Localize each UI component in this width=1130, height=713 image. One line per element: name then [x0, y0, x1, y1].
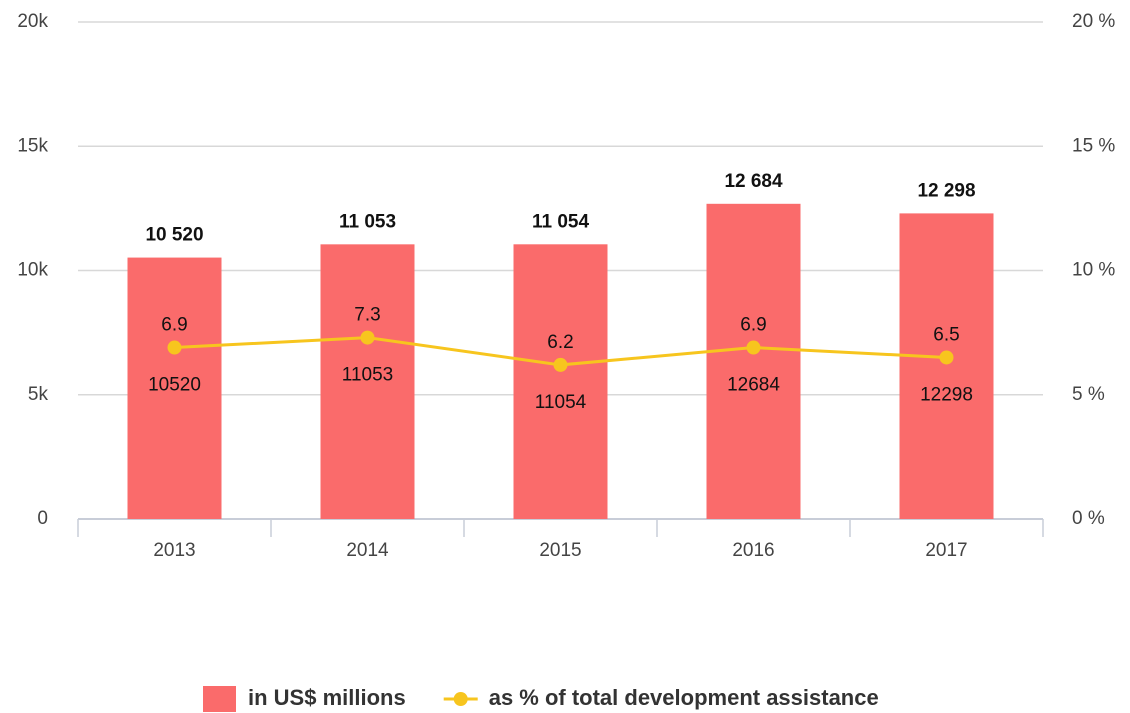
line-value-label: 6.2: [547, 332, 573, 353]
y2-tick-label: 20 %: [1072, 11, 1115, 32]
line-value-label: 7.3: [354, 305, 380, 326]
y-tick-label: 20k: [17, 11, 48, 32]
bar: [706, 203, 801, 519]
bar-inner-label: 12298: [920, 384, 973, 405]
x-tick-label: 2013: [153, 540, 195, 561]
y2-tick-label: 15 %: [1072, 135, 1115, 156]
x-tick-label: 2015: [539, 540, 581, 561]
bar-inner-label: 11053: [342, 365, 393, 386]
line-value-label: 6.9: [740, 315, 766, 336]
line-point: [939, 350, 954, 365]
x-tick-label: 2014: [346, 540, 389, 561]
legend-swatch-dot: [453, 692, 468, 706]
bar-value-label: 12 684: [724, 171, 783, 192]
line-point: [553, 357, 568, 372]
y2-tick-label: 0 %: [1072, 508, 1105, 529]
bar-value-label: 12 298: [917, 180, 975, 201]
bar-inner-label: 12684: [727, 375, 780, 396]
bar: [127, 257, 222, 519]
legend-label: in US$ millions: [248, 685, 406, 710]
line-point: [746, 340, 761, 355]
line-point: [167, 340, 182, 355]
legend-label: as % of total development assistance: [489, 685, 879, 710]
y-tick-label: 0: [37, 508, 48, 529]
line-point: [360, 330, 375, 345]
y-tick-label: 10k: [17, 260, 48, 281]
bar-inner-label: 11054: [535, 392, 587, 413]
y-tick-label: 5k: [28, 384, 49, 405]
line-value-label: 6.9: [161, 315, 187, 336]
legend-swatch: [203, 686, 236, 712]
x-tick-label: 2016: [732, 540, 774, 561]
y-tick-label: 15k: [17, 135, 48, 156]
line-value-label: 6.5: [933, 324, 959, 345]
bar-inner-label: 10520: [148, 375, 201, 396]
x-tick-label: 2017: [925, 540, 967, 561]
bar-value-label: 11 054: [532, 211, 589, 232]
bar: [513, 244, 608, 519]
bar-value-label: 10 520: [145, 225, 203, 246]
bar: [320, 244, 415, 519]
y2-tick-label: 10 %: [1072, 260, 1115, 281]
y2-tick-label: 5 %: [1072, 384, 1105, 405]
bar-value-label: 11 053: [339, 211, 396, 232]
bar: [899, 213, 994, 519]
